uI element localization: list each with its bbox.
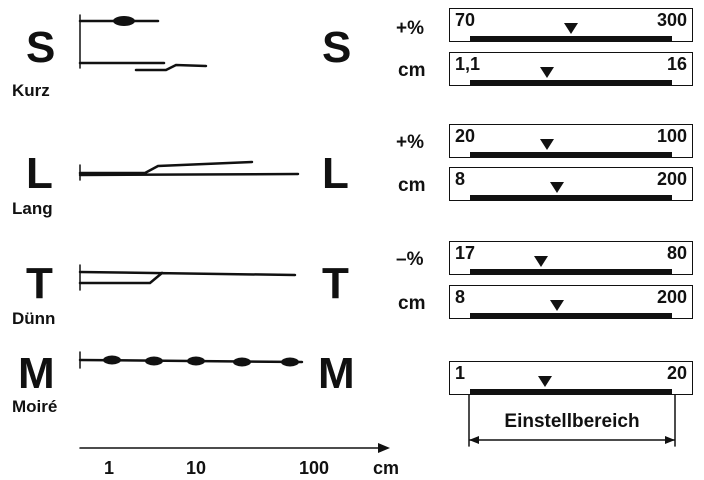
unit-label: +% <box>396 18 424 39</box>
setting-marker <box>549 182 564 193</box>
scale-min: 8 <box>455 287 466 307</box>
scale-min: 1 <box>455 363 466 383</box>
axis-tick-100: 100 <box>299 458 330 478</box>
unit-label: +% <box>396 132 424 153</box>
scale-bar <box>470 313 672 318</box>
axis-arrowhead <box>378 443 390 453</box>
unit-label: cm <box>398 175 426 196</box>
setting-scale-duenn-cm: 8 200 <box>449 285 693 319</box>
trace-lang <box>78 160 300 177</box>
scale-min: 1,1 <box>455 54 481 74</box>
scale-bar <box>470 269 672 274</box>
letter-m-right: M <box>318 349 355 398</box>
adjustment-range-label: Einstellbereich <box>486 412 658 432</box>
letter-s-right: S <box>322 23 352 72</box>
setting-marker <box>539 139 554 150</box>
setting-marker <box>539 67 554 78</box>
label-kurz: Kurz <box>12 81 50 100</box>
moire-node <box>103 355 121 365</box>
scale-max: 200 <box>656 169 687 189</box>
setting-marker <box>537 376 552 387</box>
scale-min: 70 <box>455 10 476 30</box>
label-moire: Moiré <box>12 397 58 416</box>
unit-label: cm <box>398 60 426 81</box>
axis-tick-1: 1 <box>104 458 115 478</box>
trace-kurz-thick-spot <box>113 16 135 26</box>
range-bracket-arrow-right <box>665 436 675 444</box>
scale-bar <box>470 36 672 41</box>
letter-s-left: S <box>26 23 56 72</box>
axis-tick-10: 10 <box>186 458 207 478</box>
setting-scale-duenn-percent: 17 80 <box>449 241 693 275</box>
trace-duenn <box>78 270 297 285</box>
scale-max: 16 <box>666 54 687 74</box>
range-bracket <box>468 387 676 447</box>
setting-scale-kurz-cm: 1,1 16 <box>449 52 693 86</box>
setting-marker <box>533 256 548 267</box>
scale-max: 100 <box>656 126 687 146</box>
setting-scale-lang-percent: 20 100 <box>449 124 693 158</box>
moire-node <box>233 357 251 367</box>
setting-scale-lang-cm: 8 200 <box>449 167 693 201</box>
setting-marker <box>549 300 564 311</box>
range-bracket-arrow-left <box>469 436 479 444</box>
scale-max: 20 <box>666 363 687 383</box>
moire-node <box>281 357 299 367</box>
scale-bar <box>470 80 672 85</box>
scale-max: 80 <box>666 243 687 263</box>
moire-node <box>145 356 163 366</box>
scale-bar <box>470 195 672 200</box>
label-duenn: Dünn <box>12 309 56 328</box>
letter-t-left: T <box>26 259 53 308</box>
label-lang: Lang <box>12 199 53 218</box>
scale-min: 17 <box>455 243 476 263</box>
setting-scale-moire: 1 20 <box>449 361 693 395</box>
scale-bar <box>470 389 672 394</box>
unit-label: –% <box>396 249 424 270</box>
trace-kurz-lower <box>78 61 208 72</box>
scale-max: 200 <box>656 287 687 307</box>
setting-scale-kurz-percent: 70 300 <box>449 8 693 42</box>
letter-l-right: L <box>322 149 349 198</box>
unit-label: cm <box>398 293 426 314</box>
scale-min: 8 <box>455 169 466 189</box>
letter-l-left: L <box>26 149 53 198</box>
setting-marker <box>564 23 578 34</box>
scale-min: 20 <box>455 126 476 146</box>
axis-unit: cm <box>373 458 400 478</box>
letter-m-left: M <box>18 349 55 398</box>
scale-max: 300 <box>656 10 687 30</box>
scale-bar <box>470 152 672 157</box>
letter-t-right: T <box>322 259 349 308</box>
moire-node <box>187 356 205 366</box>
